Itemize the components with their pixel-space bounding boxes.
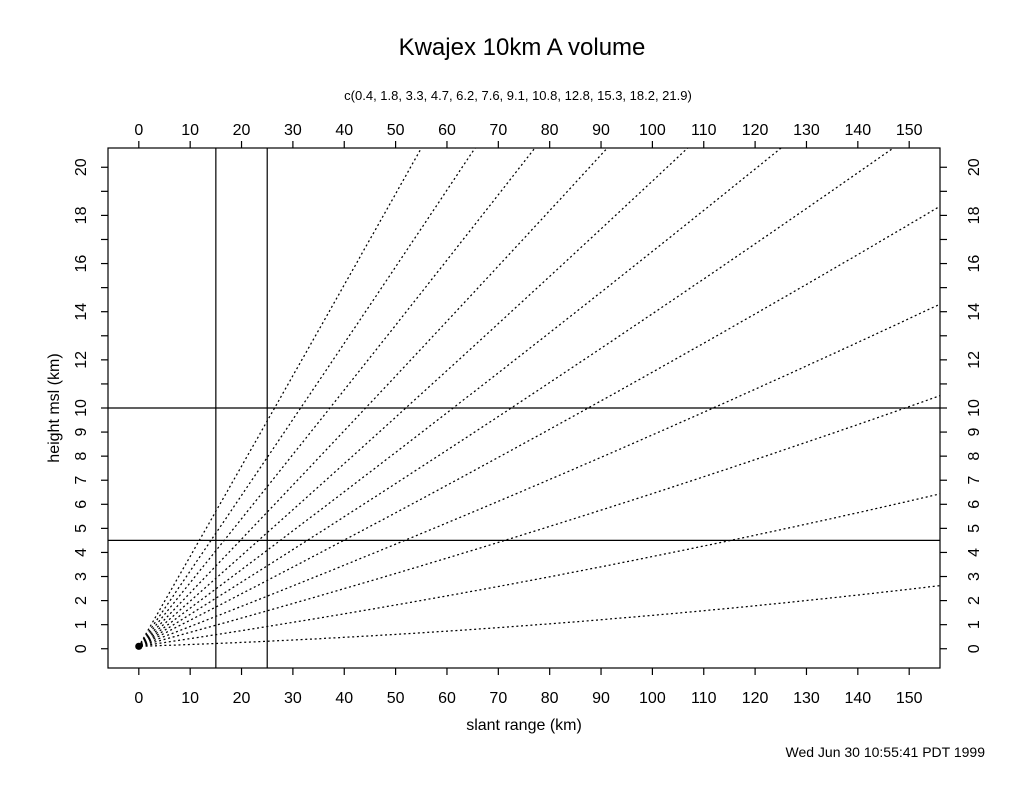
beam-elevation-line <box>140 148 609 645</box>
y-axis-label: height msl (km) <box>46 353 63 462</box>
elevation-list-annotation: c(0.4, 1.8, 3.3, 4.7, 6.2, 7.6, 9.1, 10.… <box>344 88 692 103</box>
beam-elevation-line <box>140 585 940 647</box>
x-axis-label: slant range (km) <box>466 717 582 734</box>
x-tick-label-top: 100 <box>639 122 666 139</box>
y-tick-label-left: 14 <box>73 303 90 321</box>
y-tick-label-right: 8 <box>966 452 983 461</box>
y-tick-label-left: 16 <box>73 255 90 273</box>
y-tick-label-right: 3 <box>966 572 983 581</box>
y-tick-label-left: 9 <box>73 428 90 437</box>
chart-title: Kwajex 10km A volume <box>399 34 646 61</box>
y-tick-label-left: 7 <box>73 476 90 485</box>
beam-elevation-line <box>140 148 423 644</box>
y-tick-label-right: 0 <box>966 644 983 653</box>
y-tick-label-right: 10 <box>966 399 983 417</box>
y-tick-label-right: 16 <box>966 255 983 273</box>
plot-region: 0010102020303040405050606070708080909010… <box>73 122 983 707</box>
y-tick-label-right: 5 <box>966 524 983 533</box>
y-tick-label-left: 5 <box>73 524 90 533</box>
x-tick-label-top: 40 <box>335 122 353 139</box>
x-tick-label-bottom: 30 <box>284 690 302 707</box>
y-tick-label-left: 1 <box>73 620 90 629</box>
y-tick-label-left: 3 <box>73 572 90 581</box>
y-tick-label-right: 18 <box>966 206 983 224</box>
x-tick-label-top: 60 <box>438 122 456 139</box>
x-tick-label-top: 30 <box>284 122 302 139</box>
beam-elevation-line <box>140 148 689 645</box>
y-tick-label-right: 6 <box>966 500 983 509</box>
x-tick-label-bottom: 140 <box>844 690 871 707</box>
x-tick-label-top: 110 <box>691 122 717 139</box>
x-tick-label-top: 50 <box>387 122 405 139</box>
x-tick-label-top: 130 <box>793 122 820 139</box>
x-tick-label-bottom: 80 <box>541 690 559 707</box>
x-tick-label-bottom: 100 <box>639 690 666 707</box>
y-tick-label-left: 0 <box>73 644 90 653</box>
x-tick-label-bottom: 40 <box>335 690 353 707</box>
y-tick-label-left: 4 <box>73 548 90 557</box>
x-tick-label-top: 70 <box>489 122 507 139</box>
y-tick-label-right: 14 <box>966 303 983 321</box>
x-tick-label-top: 80 <box>541 122 559 139</box>
x-tick-label-bottom: 20 <box>233 690 251 707</box>
x-tick-label-bottom: 60 <box>438 690 456 707</box>
y-tick-label-right: 9 <box>966 428 983 437</box>
y-tick-label-left: 8 <box>73 452 90 461</box>
beam-elevation-line <box>140 394 940 647</box>
beam-elevation-line <box>140 148 476 644</box>
x-tick-label-bottom: 150 <box>896 690 923 707</box>
x-tick-label-top: 20 <box>233 122 251 139</box>
y-tick-label-left: 12 <box>73 351 90 369</box>
x-tick-label-top: 150 <box>896 122 923 139</box>
x-tick-label-top: 10 <box>181 122 199 139</box>
beam-elevation-line <box>140 148 895 646</box>
x-tick-label-bottom: 130 <box>793 690 820 707</box>
y-tick-label-right: 1 <box>966 620 983 629</box>
y-tick-label-right: 7 <box>966 476 983 485</box>
x-tick-label-bottom: 0 <box>134 690 143 707</box>
x-tick-label-top: 0 <box>134 122 143 139</box>
x-tick-label-top: 140 <box>844 122 871 139</box>
y-tick-label-left: 2 <box>73 596 90 605</box>
y-tick-label-left: 10 <box>73 399 90 417</box>
y-tick-label-right: 20 <box>966 158 983 176</box>
beam-elevation-line <box>140 148 536 645</box>
y-tick-label-right: 12 <box>966 351 983 369</box>
x-tick-label-bottom: 110 <box>691 690 717 707</box>
x-tick-label-bottom: 10 <box>181 690 199 707</box>
y-tick-label-right: 2 <box>966 596 983 605</box>
beam-elevation-line <box>140 148 783 646</box>
x-tick-label-bottom: 50 <box>387 690 405 707</box>
beam-elevation-line <box>140 205 940 646</box>
radar-location-marker <box>135 642 143 650</box>
y-tick-label-left: 20 <box>73 158 90 176</box>
x-tick-label-top: 90 <box>592 122 610 139</box>
y-tick-label-left: 18 <box>73 206 90 224</box>
y-tick-label-right: 4 <box>966 548 983 557</box>
y-tick-label-left: 6 <box>73 500 90 509</box>
x-tick-label-bottom: 120 <box>742 690 769 707</box>
timestamp: Wed Jun 30 10:55:41 PDT 1999 <box>785 744 985 760</box>
x-tick-label-bottom: 90 <box>592 690 610 707</box>
x-tick-label-bottom: 70 <box>489 690 507 707</box>
x-tick-label-top: 120 <box>742 122 769 139</box>
beam-elevation-line <box>140 493 940 647</box>
beam-elevation-line <box>140 303 940 647</box>
